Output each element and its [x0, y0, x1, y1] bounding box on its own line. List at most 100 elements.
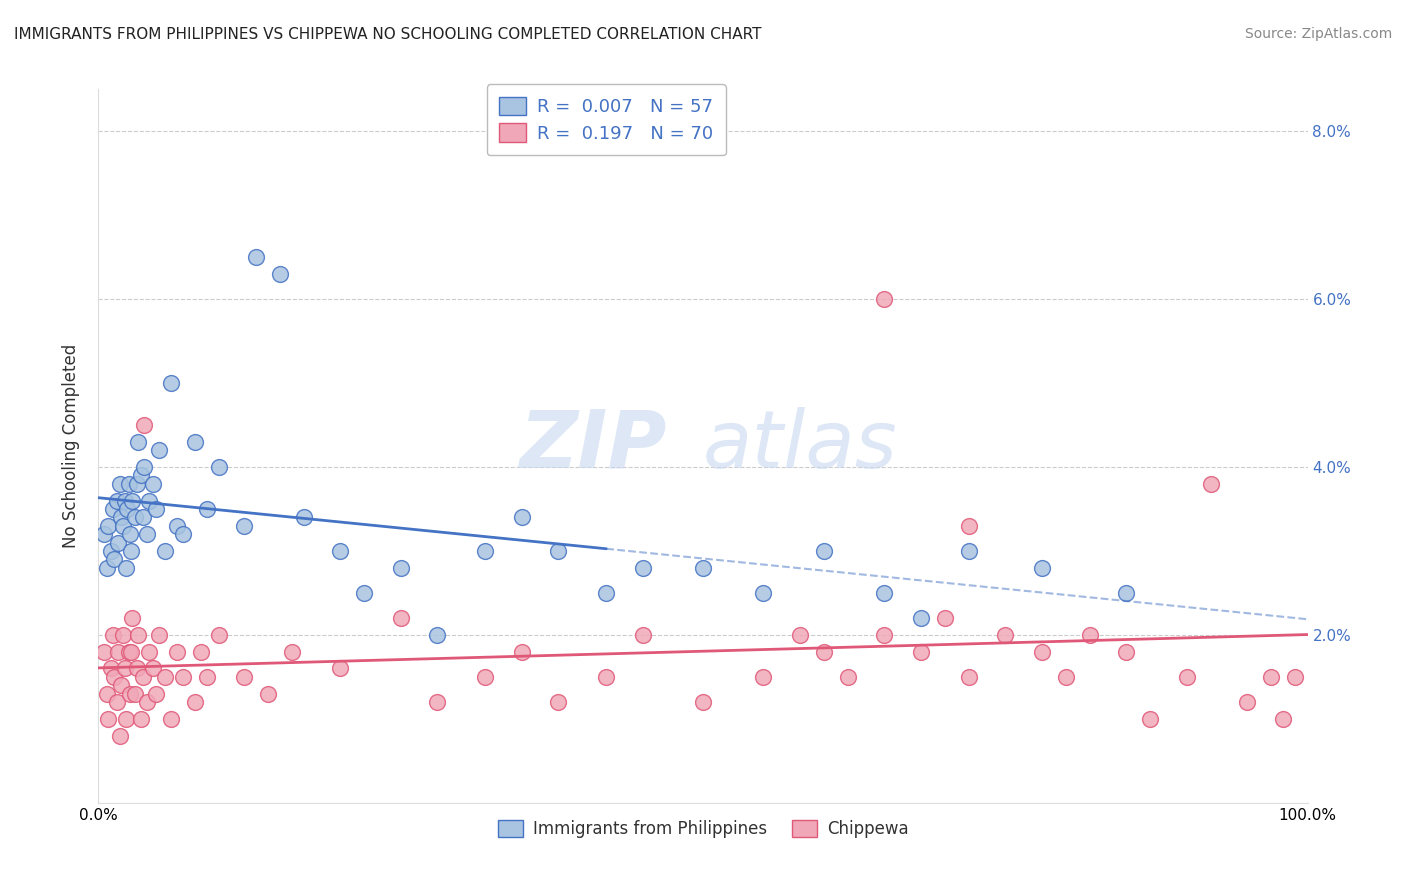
- Point: [595, 586, 617, 600]
- Point: [111, 628, 134, 642]
- Point: [1260, 670, 1282, 684]
- Point: [813, 645, 835, 659]
- Text: Source: ZipAtlas.com: Source: ZipAtlas.com: [1244, 27, 1392, 41]
- Point: [631, 628, 654, 642]
- Point: [232, 670, 254, 684]
- Point: [166, 518, 188, 533]
- Point: [138, 645, 160, 659]
- Point: [692, 695, 714, 709]
- Point: [127, 434, 149, 449]
- Point: [115, 560, 138, 574]
- Point: [121, 493, 143, 508]
- Point: [160, 376, 183, 390]
- Point: [934, 611, 956, 625]
- Point: [873, 292, 896, 306]
- Point: [957, 544, 980, 558]
- Point: [129, 468, 152, 483]
- Point: [142, 476, 165, 491]
- Point: [118, 687, 141, 701]
- Point: [127, 628, 149, 642]
- Point: [474, 544, 496, 558]
- Point: [127, 661, 149, 675]
- Point: [389, 560, 412, 574]
- Point: [910, 645, 932, 659]
- Point: [1115, 586, 1137, 600]
- Point: [837, 670, 859, 684]
- Point: [1175, 670, 1198, 684]
- Point: [107, 535, 129, 549]
- Legend: Immigrants from Philippines, Chippewa: Immigrants from Philippines, Chippewa: [491, 813, 915, 845]
- Point: [117, 502, 139, 516]
- Point: [184, 434, 207, 449]
- Point: [184, 695, 207, 709]
- Point: [142, 661, 165, 675]
- Point: [121, 611, 143, 625]
- Point: [281, 645, 304, 659]
- Point: [153, 670, 176, 684]
- Point: [631, 560, 654, 574]
- Text: IMMIGRANTS FROM PHILIPPINES VS CHIPPEWA NO SCHOOLING COMPLETED CORRELATION CHART: IMMIGRANTS FROM PHILIPPINES VS CHIPPEWA …: [14, 27, 762, 42]
- Point: [105, 493, 128, 508]
- Point: [510, 645, 533, 659]
- Point: [1272, 712, 1295, 726]
- Point: [232, 518, 254, 533]
- Point: [1139, 712, 1161, 726]
- Point: [789, 628, 811, 642]
- Point: [134, 460, 156, 475]
- Point: [474, 670, 496, 684]
- Point: [96, 687, 118, 701]
- Point: [389, 611, 412, 625]
- Point: [110, 510, 132, 524]
- Point: [1236, 695, 1258, 709]
- Point: [148, 443, 170, 458]
- Point: [134, 417, 156, 432]
- Point: [208, 460, 231, 475]
- Point: [957, 670, 980, 684]
- Point: [103, 670, 125, 684]
- Point: [353, 586, 375, 600]
- Point: [195, 670, 218, 684]
- Point: [1115, 645, 1137, 659]
- Point: [145, 502, 167, 516]
- Text: atlas: atlas: [703, 407, 898, 485]
- Point: [692, 560, 714, 574]
- Point: [910, 611, 932, 625]
- Point: [105, 695, 128, 709]
- Point: [135, 527, 157, 541]
- Point: [132, 670, 155, 684]
- Point: [190, 645, 212, 659]
- Point: [124, 687, 146, 701]
- Point: [118, 527, 141, 541]
- Point: [97, 712, 120, 726]
- Point: [100, 661, 122, 675]
- Point: [114, 661, 136, 675]
- Point: [329, 544, 352, 558]
- Point: [118, 476, 141, 491]
- Point: [873, 628, 896, 642]
- Point: [595, 670, 617, 684]
- Point: [1199, 476, 1222, 491]
- Point: [115, 712, 138, 726]
- Text: ZIP: ZIP: [519, 407, 666, 485]
- Point: [96, 560, 118, 574]
- Point: [135, 695, 157, 709]
- Point: [1078, 628, 1101, 642]
- Point: [108, 476, 131, 491]
- Point: [292, 510, 315, 524]
- Point: [103, 552, 125, 566]
- Point: [510, 510, 533, 524]
- Point: [101, 628, 124, 642]
- Point: [1054, 670, 1077, 684]
- Point: [124, 510, 146, 524]
- Point: [329, 661, 352, 675]
- Point: [547, 695, 569, 709]
- Point: [120, 544, 142, 558]
- Point: [245, 250, 267, 264]
- Point: [873, 586, 896, 600]
- Point: [166, 645, 188, 659]
- Point: [813, 544, 835, 558]
- Point: [93, 645, 115, 659]
- Point: [138, 493, 160, 508]
- Point: [1284, 670, 1306, 684]
- Point: [160, 712, 183, 726]
